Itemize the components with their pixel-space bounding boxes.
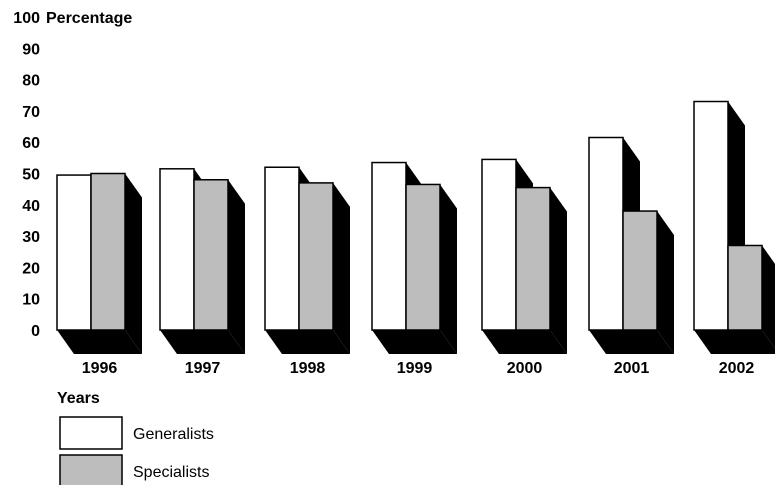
bar-generalists-2001 <box>588 136 624 331</box>
bar-groups <box>56 100 775 354</box>
y-tick-label: 100 <box>13 10 40 27</box>
x-tick-label: 1999 <box>397 360 433 377</box>
y-tick-label: 20 <box>22 260 40 277</box>
bar-side-shadow <box>440 184 457 354</box>
bar-generalists-1998 <box>264 166 300 331</box>
bar-group-1998 <box>264 166 350 354</box>
legend-swatch-generalists <box>59 416 123 450</box>
x-tick-label: 1998 <box>290 360 326 377</box>
y-axis-label: Percentage <box>46 10 132 27</box>
bar-side-shadow <box>228 179 245 354</box>
y-tick-label: 60 <box>22 135 40 152</box>
x-axis-ticks: 1996 1997 1998 1999 2000 2001 2002 <box>82 360 755 377</box>
x-axis-label: Years <box>57 390 100 407</box>
legend-label-generalists: Generalists <box>133 426 214 443</box>
x-tick-label: 1996 <box>82 360 118 377</box>
bar-side-shadow <box>762 245 775 349</box>
bar-group-1999 <box>371 161 457 354</box>
bar-generalists-2002 <box>693 100 729 331</box>
bar-group-2002 <box>693 100 775 354</box>
y-tick-label: 50 <box>22 167 40 184</box>
legend-label-specialists: Specialists <box>133 464 209 481</box>
bar-group-1997 <box>159 168 245 354</box>
x-tick-label: 2002 <box>719 360 755 377</box>
x-tick-label: 1997 <box>185 360 221 377</box>
bar-floor-shadow <box>694 330 775 354</box>
y-tick-label: 90 <box>22 41 40 58</box>
y-tick-label: 40 <box>22 198 40 215</box>
y-tick-label: 80 <box>22 73 40 90</box>
bar-generalists-1996 <box>56 174 92 331</box>
y-axis-ticks: 0 10 20 30 40 50 60 70 80 90 100 <box>13 10 40 340</box>
x-tick-label: 2000 <box>507 360 543 377</box>
y-tick-label: 30 <box>22 229 40 246</box>
bar-side-shadow <box>333 182 350 354</box>
bar-specialists-2001 <box>622 210 658 331</box>
bar-specialists-1998 <box>298 182 334 331</box>
legend-swatch-specialists <box>59 454 123 485</box>
bar-generalists-1997 <box>159 168 195 331</box>
bar-side-shadow <box>125 173 142 354</box>
bar-generalists-2000 <box>481 158 517 331</box>
bar-group-2000 <box>481 158 567 354</box>
bar-group-1996 <box>56 172 142 354</box>
bar-group-2001 <box>588 136 674 354</box>
bar-specialists-1997 <box>193 179 229 331</box>
y-tick-label: 70 <box>22 104 40 121</box>
y-tick-label: 0 <box>31 323 40 340</box>
bar-specialists-1996 <box>90 172 126 331</box>
bar-side-shadow <box>657 211 674 354</box>
bar-generalists-1999 <box>371 161 407 331</box>
bar-side-shadow <box>550 187 567 354</box>
y-tick-label: 10 <box>22 292 40 309</box>
x-tick-label: 2001 <box>614 360 650 377</box>
legend: Generalists Specialists <box>59 416 214 485</box>
bar-specialists-1999 <box>405 183 441 331</box>
bar-specialists-2002 <box>727 244 763 331</box>
bar-specialists-2000 <box>515 186 551 331</box>
